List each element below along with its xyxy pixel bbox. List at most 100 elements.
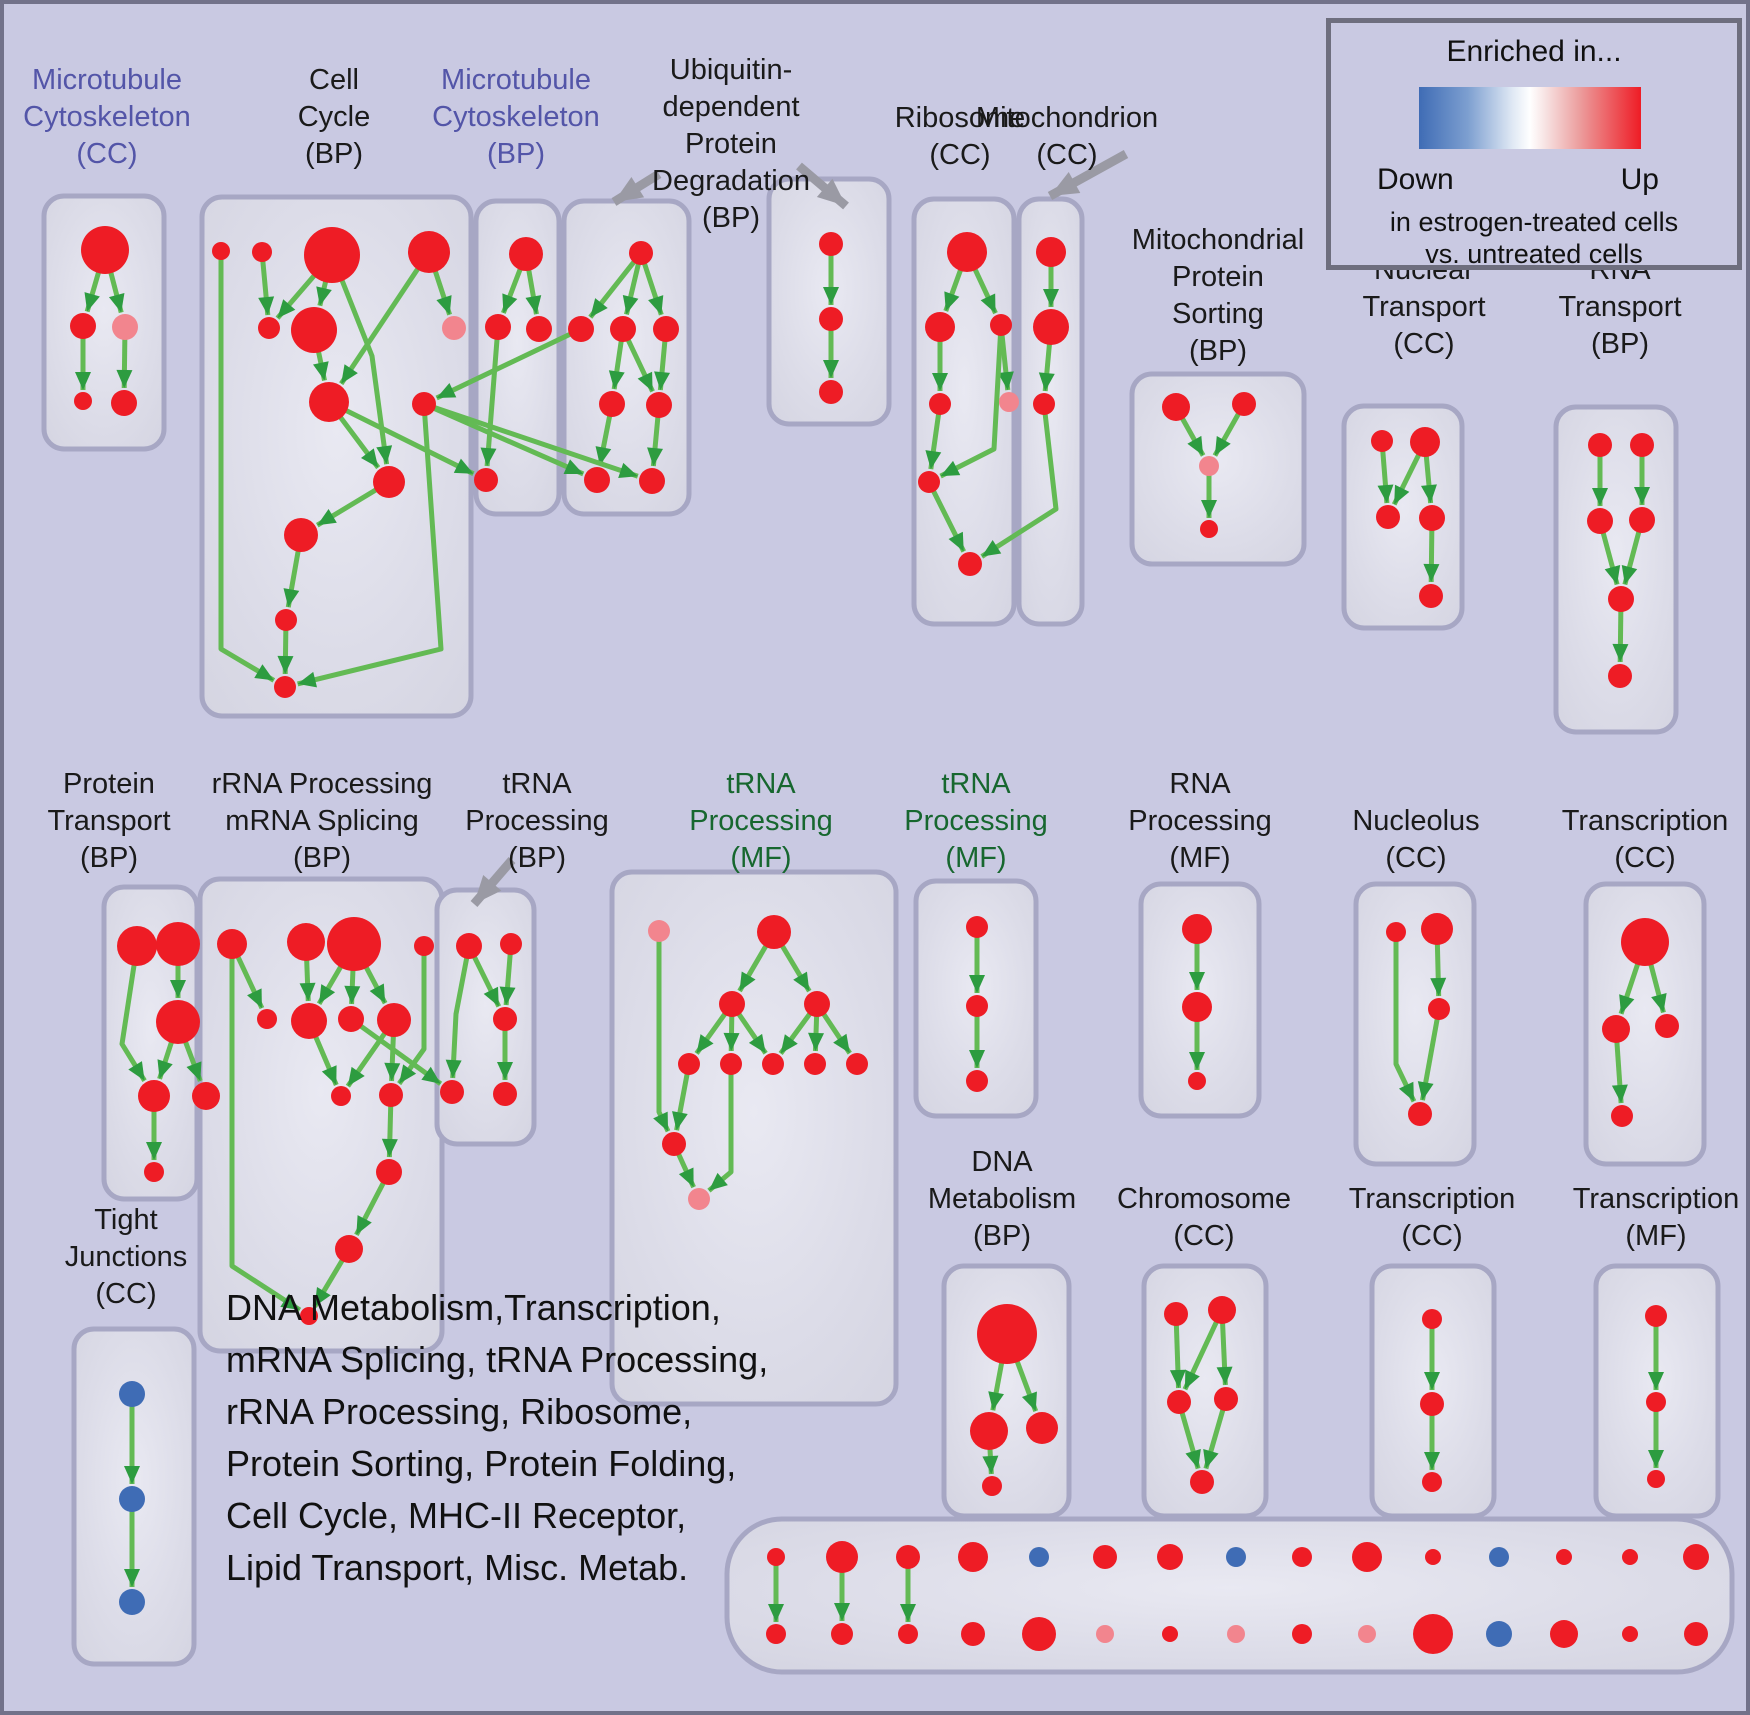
go-term-node xyxy=(1167,1390,1191,1414)
go-term-node xyxy=(1182,914,1212,944)
go-term-node xyxy=(144,1162,164,1182)
go-term-node xyxy=(81,226,129,274)
go-term-node xyxy=(1621,918,1669,966)
go-term-node xyxy=(192,1082,220,1110)
go-term-node xyxy=(1292,1547,1312,1567)
go-term-node xyxy=(925,312,955,342)
go-term-node xyxy=(1630,433,1654,457)
go-term-node xyxy=(1026,1412,1058,1444)
go-term-node xyxy=(1022,1617,1056,1651)
go-term-node xyxy=(291,307,337,353)
go-term-node xyxy=(766,1624,786,1644)
go-term-node xyxy=(327,917,381,971)
gray-pointer-arrow xyxy=(470,857,516,907)
go-term-node xyxy=(990,314,1012,336)
go-term-node xyxy=(929,393,951,415)
go-term-node xyxy=(831,1623,853,1645)
go-term-node xyxy=(1486,1621,1512,1647)
go-term-node xyxy=(1646,1392,1666,1412)
cluster-box-nucleolus xyxy=(1353,881,1477,1167)
go-term-node xyxy=(629,241,653,265)
go-term-node xyxy=(1608,664,1632,688)
go-term-node xyxy=(275,609,297,631)
go-term-node xyxy=(1647,1470,1665,1488)
go-term-node xyxy=(331,1086,351,1106)
go-term-node xyxy=(1157,1544,1183,1570)
go-term-node xyxy=(1200,520,1218,538)
go-term-node xyxy=(918,471,940,493)
go-term-node xyxy=(688,1188,710,1210)
go-term-node xyxy=(1587,508,1613,534)
edge-arrow xyxy=(653,931,671,1133)
go-term-node xyxy=(1190,1470,1214,1494)
go-term-node xyxy=(309,382,349,422)
go-term-node xyxy=(1425,1549,1441,1565)
go-term-node xyxy=(966,1070,988,1092)
go-term-node xyxy=(258,317,280,339)
go-term-node xyxy=(970,1412,1008,1450)
go-term-node xyxy=(819,380,843,404)
go-term-node xyxy=(1629,507,1655,533)
go-term-node xyxy=(1421,913,1453,945)
go-term-node xyxy=(896,1545,920,1569)
go-term-node xyxy=(112,314,138,340)
cluster-box-tmfb xyxy=(1593,1263,1721,1519)
network-svg xyxy=(41,150,1735,1675)
go-term-node xyxy=(408,231,450,273)
go-term-node xyxy=(846,1053,868,1075)
cluster-box-ubiq-a xyxy=(561,198,692,517)
edge-arrow xyxy=(435,326,583,401)
edge-arrow xyxy=(422,401,585,477)
go-term-node xyxy=(1232,392,1256,416)
go-term-node xyxy=(212,242,230,260)
go-term-node xyxy=(804,991,830,1017)
edge-arrow xyxy=(1393,932,1417,1103)
go-term-node xyxy=(412,392,436,416)
go-term-node xyxy=(287,923,325,961)
go-term-node xyxy=(74,392,92,410)
go-term-node xyxy=(456,933,482,959)
go-term-node xyxy=(648,920,670,942)
go-term-node xyxy=(119,1381,145,1407)
go-term-node xyxy=(1371,430,1393,452)
legend-title: Enriched in... xyxy=(1446,35,1622,68)
go-term-node xyxy=(442,316,466,340)
go-term-node xyxy=(1413,1614,1453,1654)
edge-arrow xyxy=(707,1064,734,1193)
go-term-node xyxy=(1033,393,1055,415)
gray-pointer-arrow xyxy=(611,170,662,206)
go-term-node xyxy=(639,468,665,494)
gray-pointer-arrow xyxy=(796,162,849,210)
go-term-node xyxy=(156,922,200,966)
go-term-node xyxy=(111,390,137,416)
go-term-node xyxy=(1214,1387,1238,1411)
go-term-node xyxy=(947,232,987,272)
edge-arrow xyxy=(229,944,302,1313)
edge-arrow xyxy=(445,945,472,1079)
go-term-node xyxy=(1645,1305,1667,1327)
go-term-node xyxy=(117,926,157,966)
edge-arrow xyxy=(926,480,966,553)
go-term-node xyxy=(678,1053,700,1075)
edge-arrow xyxy=(258,251,275,316)
go-term-node xyxy=(1029,1547,1049,1567)
go-term-node xyxy=(1556,1549,1572,1565)
go-term-node xyxy=(440,1080,464,1104)
go-term-node xyxy=(1422,1309,1442,1329)
go-term-node xyxy=(1419,584,1443,608)
go-term-node xyxy=(1550,1620,1578,1648)
go-term-node xyxy=(500,933,522,955)
legend-gradient-bar xyxy=(1419,87,1641,149)
go-term-node xyxy=(70,313,96,339)
go-term-node xyxy=(1428,998,1450,1020)
go-term-node xyxy=(1208,1296,1236,1324)
legend-down-label: Down xyxy=(1377,163,1454,196)
go-term-node xyxy=(720,1053,742,1075)
edge-arrow xyxy=(423,401,639,479)
go-term-node xyxy=(1182,992,1212,1022)
edge-arrow xyxy=(1169,1313,1186,1389)
go-term-node xyxy=(762,1053,784,1075)
go-term-node xyxy=(1096,1625,1114,1643)
go-term-node xyxy=(300,1307,318,1325)
